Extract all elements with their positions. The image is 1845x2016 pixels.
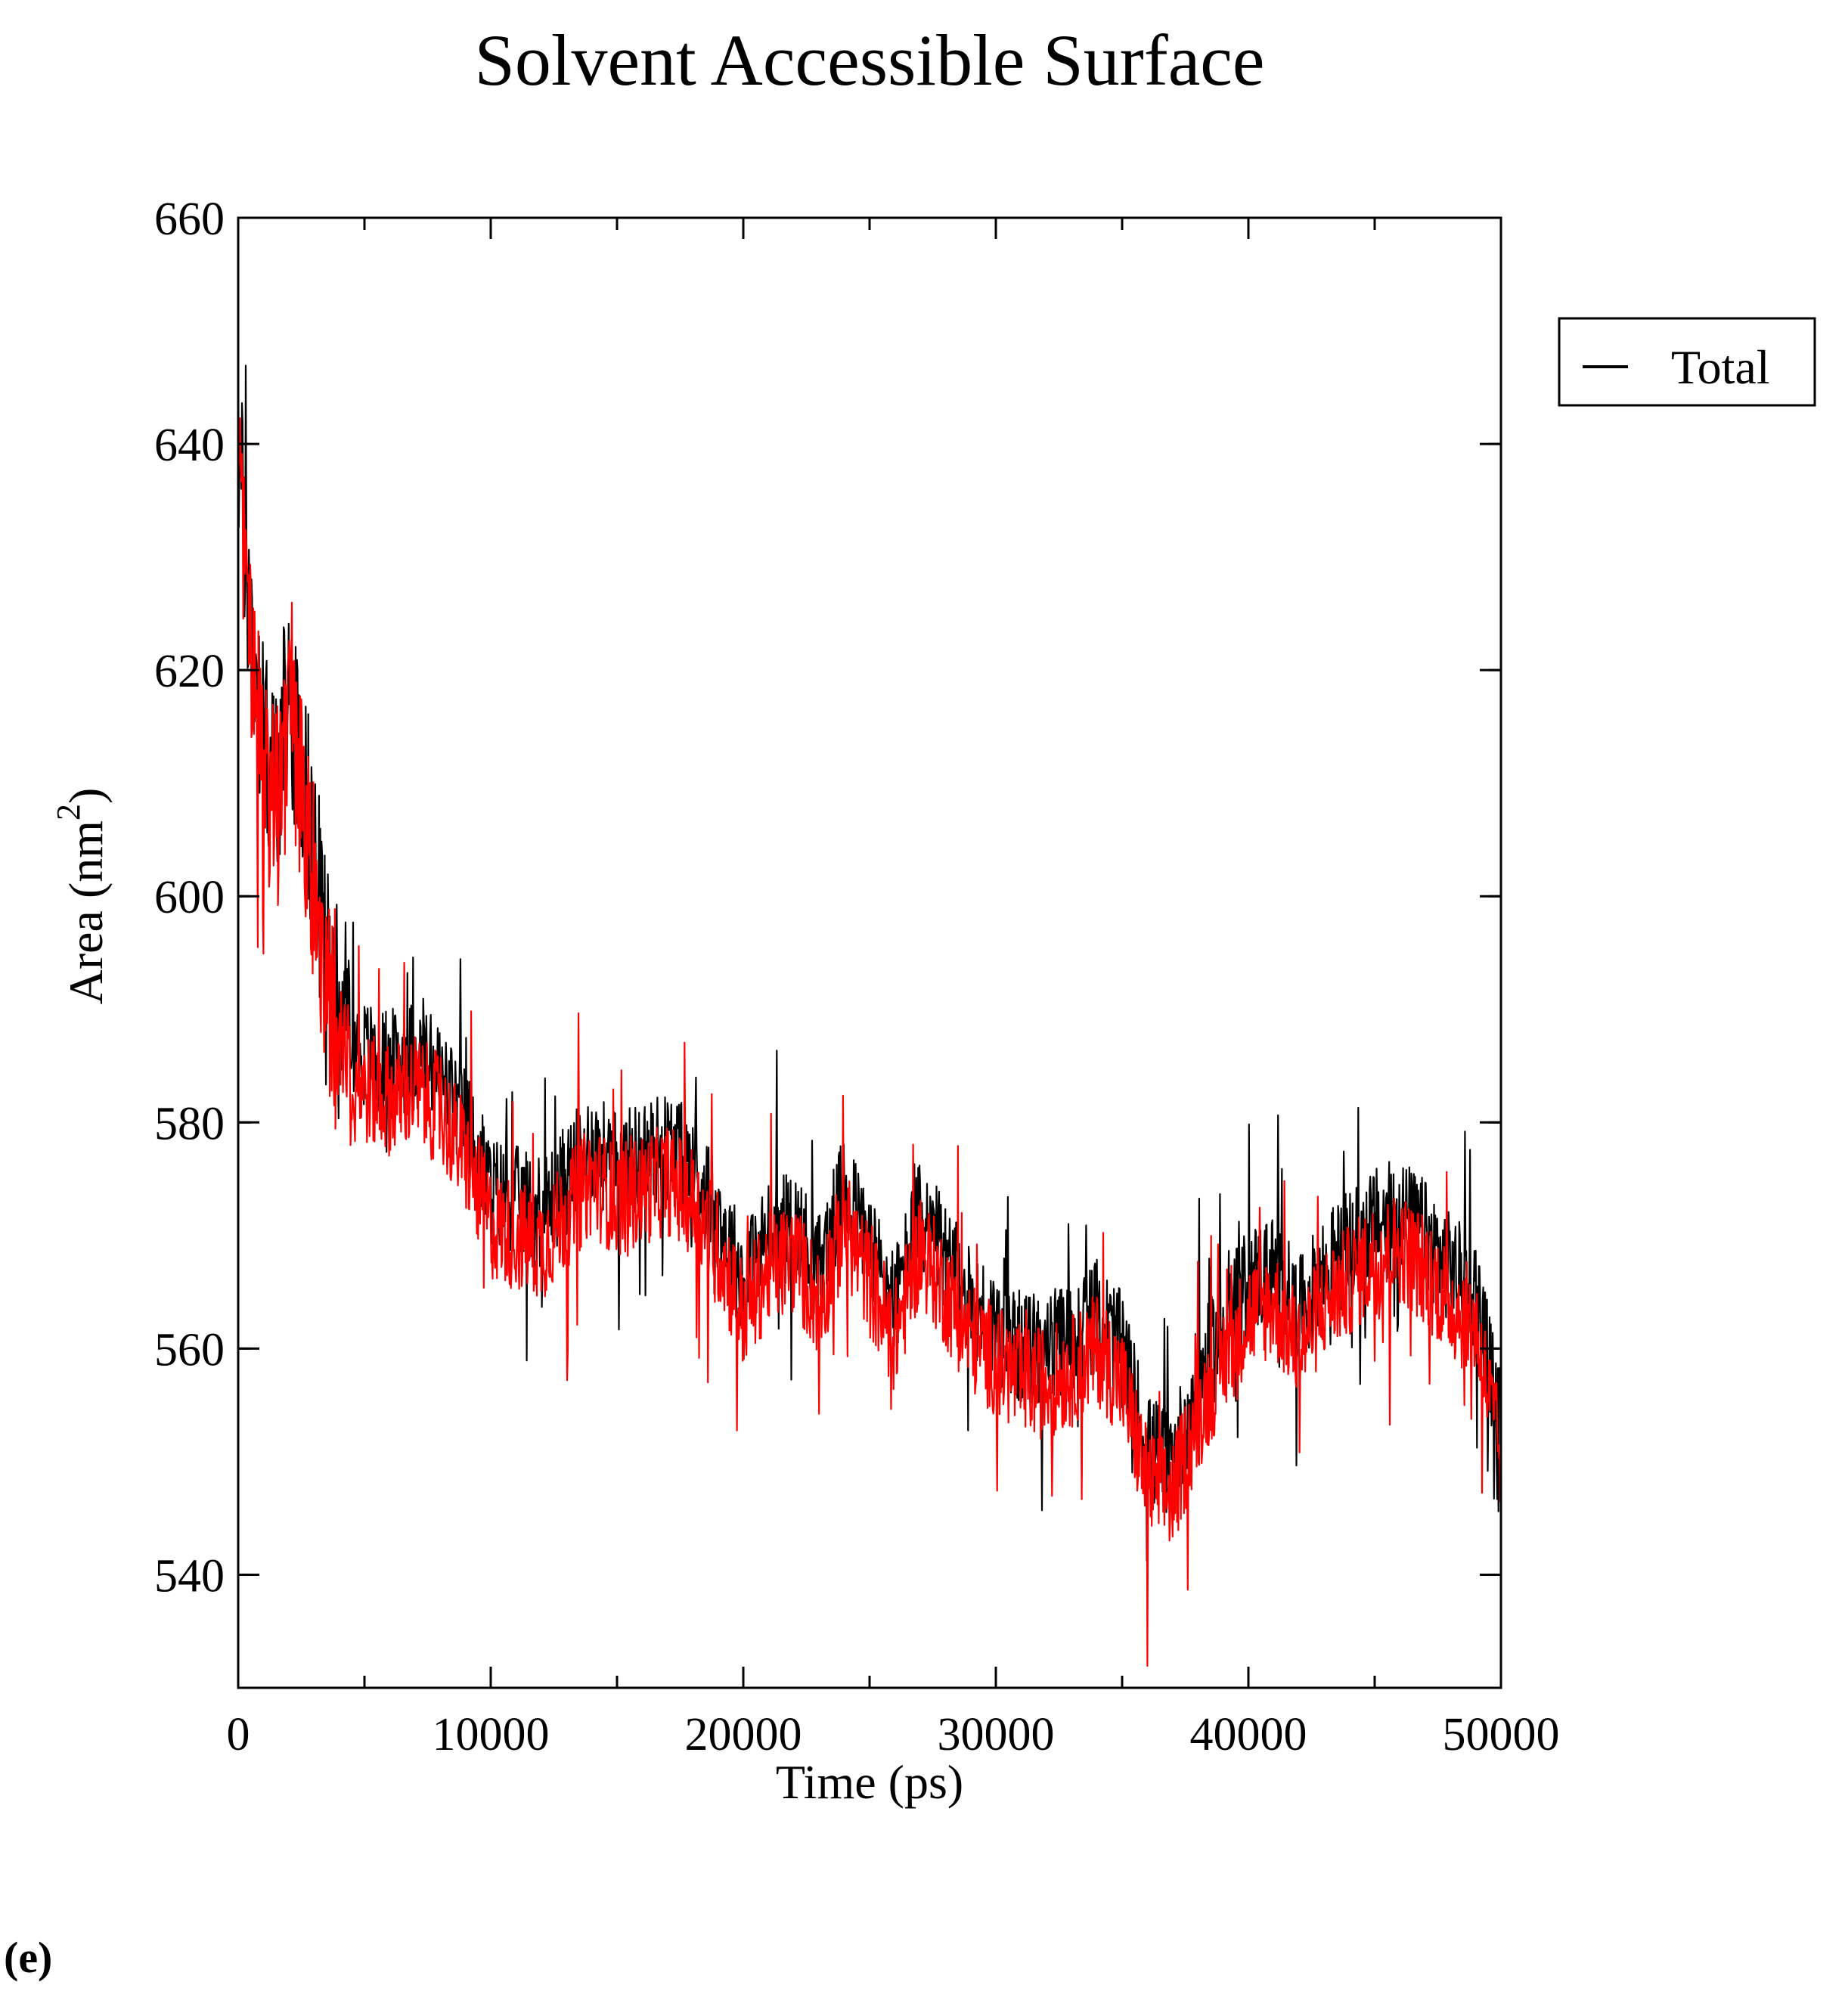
series-line-total	[238, 364, 1501, 1562]
x-tick-label: 0	[227, 1709, 250, 1760]
series-line-overlay	[238, 417, 1501, 1667]
y-axis-label: Area (nm2)	[50, 788, 113, 1005]
x-tick-label: 30000	[938, 1709, 1055, 1760]
x-axis-label: Time (ps)	[776, 1755, 963, 1809]
y-tick-label: 600	[154, 872, 225, 923]
y-axis-label-superscript: 2	[50, 804, 87, 820]
axis-layer	[237, 216, 1502, 1689]
y-tick-label: 580	[154, 1098, 225, 1149]
y-tick-label: 560	[154, 1324, 225, 1376]
x-tick-label: 50000	[1443, 1709, 1560, 1760]
legend-label-total: Total	[1671, 340, 1770, 394]
chart-title: Solvent Accessible Surface	[474, 20, 1264, 101]
legend-box	[1558, 317, 1816, 407]
x-tick-label: 40000	[1190, 1709, 1307, 1760]
y-tick-label: 540	[154, 1550, 225, 1602]
y-axis-label-close: )	[59, 788, 113, 804]
tick-label-layer: 0 10000 20000 30000 40000 50000 540 560 580 600 62…	[154, 194, 1560, 1760]
plot-layer	[238, 364, 1501, 1667]
panel-label: (e)	[4, 1933, 52, 1982]
y-tick-label: 640	[154, 420, 225, 471]
y-tick-label: 620	[154, 646, 225, 697]
y-axis-label-main: Area (nm	[59, 820, 113, 1004]
plot-frame	[237, 216, 1502, 1689]
legend: Total	[1558, 317, 1816, 407]
x-tick-label: 10000	[433, 1709, 550, 1760]
y-tick-label: 660	[154, 194, 225, 245]
x-tick-label: 20000	[685, 1709, 802, 1760]
